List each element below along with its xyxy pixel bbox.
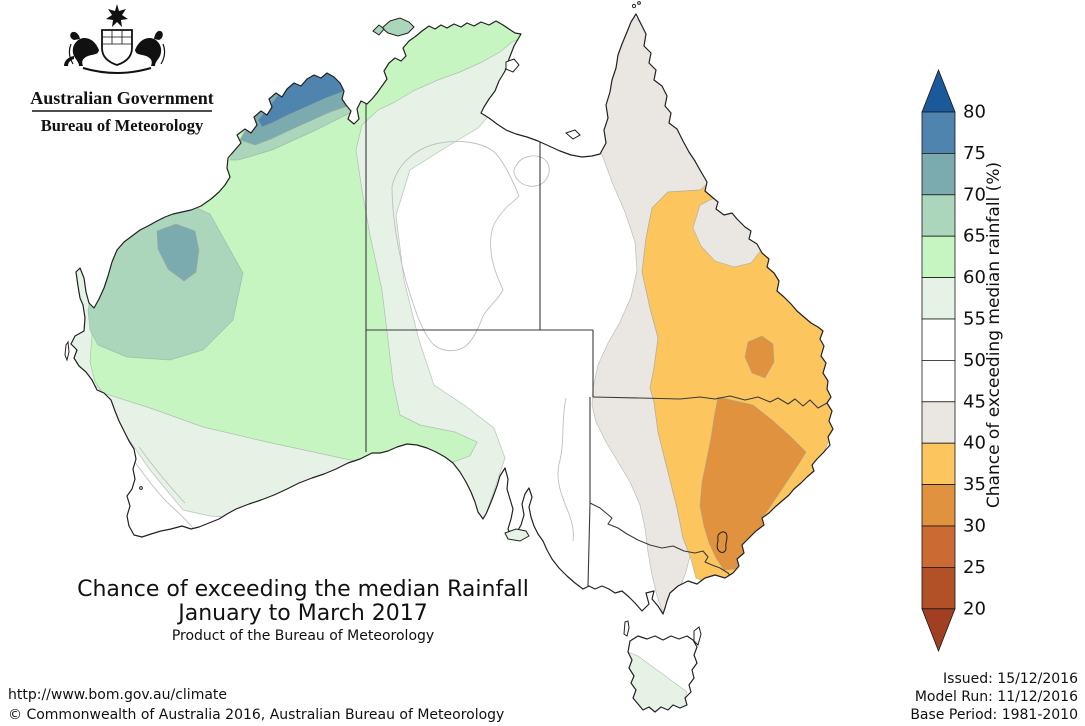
government-label: Australian Government <box>30 88 214 108</box>
base-period-text: Base Period: 1981-2010 <box>910 707 1078 723</box>
colorbar-segment-75-80 <box>921 111 956 154</box>
border-qld-nsw <box>592 395 828 409</box>
contour-line-southwest-2 <box>138 446 186 504</box>
island-kangaroo <box>504 528 530 542</box>
crest-shield-icon <box>101 29 133 66</box>
colorbar-segment-60-65 <box>921 235 956 278</box>
island-dirk-hartog <box>64 340 70 362</box>
tick-75: 75 <box>963 143 986 164</box>
footer: http://www.bom.gov.au/climate © Commonwe… <box>8 687 504 723</box>
tick-50: 50 <box>963 350 986 371</box>
tick-55: 55 <box>963 309 986 330</box>
colorbar-arrow-below <box>921 608 956 653</box>
tasmania <box>627 635 698 713</box>
island-mornington <box>565 129 581 140</box>
island-melville <box>381 17 415 37</box>
region-30-35-qld <box>744 335 775 379</box>
footer-url: http://www.bom.gov.au/climate <box>8 687 227 703</box>
colorbar-segment-35-40 <box>921 442 956 486</box>
footer-copyright: © Commonwealth of Australia 2016, Austra… <box>8 707 504 723</box>
colorbar-segment-65-70 <box>921 194 956 237</box>
colorbar-segment-50-55 <box>921 318 956 361</box>
tick-30: 30 <box>963 516 986 537</box>
border-murray <box>589 502 734 581</box>
crest-star-icon <box>106 4 128 27</box>
map-title: Chance of exceeding the median Rainfall … <box>77 577 529 644</box>
colorbar-segment-30-35 <box>921 484 956 527</box>
tick-65: 65 <box>963 226 986 247</box>
bureau-logo: Australian Government Bureau of Meteorol… <box>30 4 214 135</box>
model-run-text: Model Run: 11/12/2016 <box>915 689 1078 705</box>
colorbar-segment-20-25 <box>921 567 956 610</box>
island-king <box>623 620 630 637</box>
coat-of-arms-icon <box>64 4 166 74</box>
island-groote <box>505 58 520 73</box>
colorbar-axis-label: Chance of exceeding median rainfall (%) <box>984 162 1004 508</box>
tick-45: 45 <box>963 391 986 412</box>
bureau-label: Bureau of Meteorology <box>41 116 204 135</box>
tick-40: 40 <box>963 433 986 454</box>
colorbar-segment-25-30 <box>921 525 956 568</box>
island-torres-2 <box>637 1 641 5</box>
title-line2: January to March 2017 <box>176 601 428 626</box>
colorbar-segment-55-60 <box>921 277 956 320</box>
tick-80: 80 <box>963 102 986 123</box>
tick-20: 20 <box>963 598 986 619</box>
colorbar-arrow-above <box>921 68 956 113</box>
island-bathurst <box>372 24 385 36</box>
islands <box>64 1 702 646</box>
colorbar-ticks: 80 75 70 65 60 55 50 45 40 35 30 25 20 <box>963 102 986 620</box>
issued-text: Issued: 15/12/2016 <box>943 671 1078 687</box>
wreath-icon <box>82 67 152 74</box>
title-line3: Product of the Bureau of Meteorology <box>172 628 434 644</box>
colorbar-segment-40-45 <box>921 401 956 444</box>
tick-25: 25 <box>963 557 986 578</box>
contour-line-southwest-1 <box>127 451 194 529</box>
contour-line-central <box>391 140 520 352</box>
island-torres-1 <box>631 3 637 9</box>
colorbar-segment-45-50 <box>921 359 956 403</box>
tick-60: 60 <box>963 267 986 288</box>
island-rottnest <box>139 486 143 490</box>
tick-35: 35 <box>963 474 986 495</box>
state-borders <box>365 101 828 587</box>
emu-icon <box>135 30 163 67</box>
border-act <box>716 531 728 553</box>
contour-line-sa <box>557 397 574 542</box>
contour-line-gulf <box>513 155 550 187</box>
island-flinders <box>693 626 702 646</box>
issue-info: Issued: 15/12/2016 Model Run: 11/12/2016… <box>910 671 1078 723</box>
colorbar-segment-70-75 <box>921 152 956 196</box>
kangaroo-icon <box>64 31 99 66</box>
title-line1: Chance of exceeding the median Rainfall <box>77 577 529 602</box>
coastline-mainland <box>70 13 834 615</box>
map-australia <box>64 1 834 713</box>
tick-70: 70 <box>963 184 986 205</box>
region-70-75-interior <box>156 223 200 282</box>
coastline-tasmania <box>627 635 698 713</box>
colorbar: 80 75 70 65 60 55 50 45 40 35 30 25 20 C… <box>921 68 1004 653</box>
